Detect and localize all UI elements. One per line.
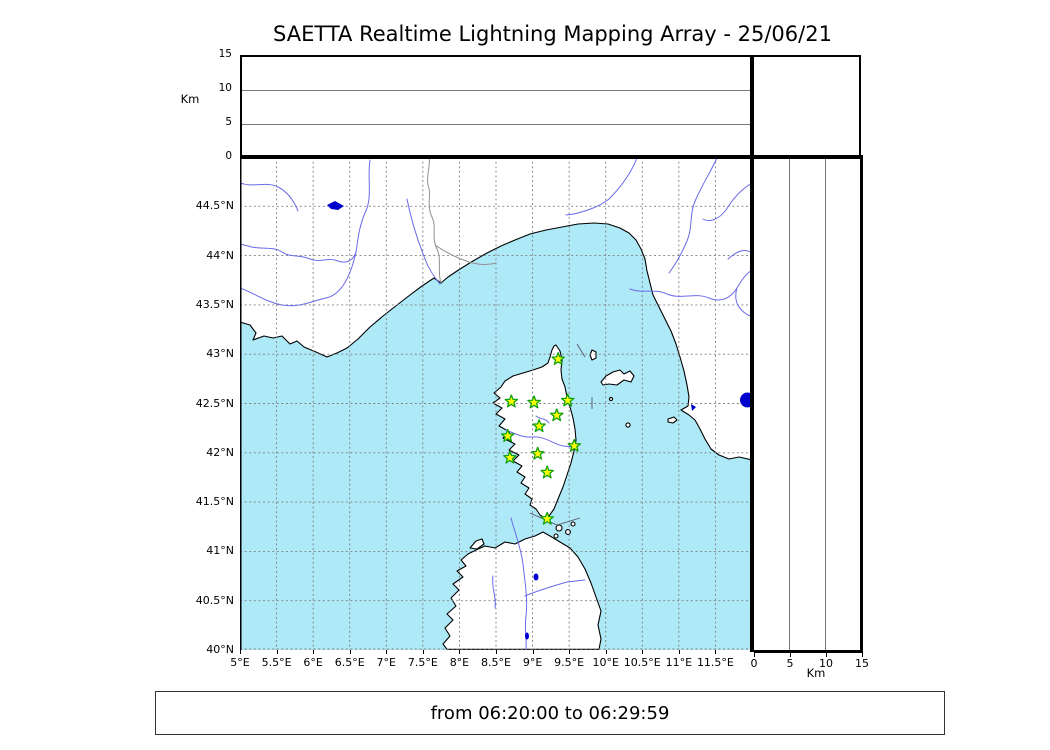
capraia-island — [589, 349, 597, 361]
lon-tick-label: 7.5°E — [407, 656, 438, 669]
sardinia-island — [442, 531, 602, 650]
altitude-gridline — [242, 123, 750, 125]
right-km-tick-mark — [826, 653, 827, 657]
altitude-latitude-panel — [754, 157, 863, 653]
small-island — [608, 396, 614, 402]
lat-tick-label: 40°N — [206, 643, 234, 656]
maddalena-island — [565, 529, 571, 535]
divider-vertical — [750, 55, 754, 652]
lakes — [327, 201, 752, 640]
lon-tick-mark — [313, 650, 315, 654]
right-panel-gridline — [789, 157, 791, 650]
lon-tick-mark — [459, 650, 461, 654]
right-km-tick-label: 0 — [750, 657, 758, 670]
lon-tick-label: 6.5°E — [334, 656, 365, 669]
lon-tick-mark — [386, 650, 388, 654]
lat-tick-label: 42.5°N — [195, 396, 234, 410]
right-km-tick-mark — [862, 653, 863, 657]
montecristo-island — [625, 422, 631, 428]
graticule — [240, 157, 752, 650]
time-range-text: from 06:20:00 to 06:29:59 — [430, 702, 670, 724]
corner-panel — [754, 55, 861, 157]
maddalena-island — [553, 533, 559, 539]
mainland-landmass — [240, 157, 752, 460]
right-panel-gridline — [824, 157, 826, 650]
lake-serre-poncon — [327, 201, 344, 210]
map-canvas — [240, 157, 752, 650]
lon-tick-label: 5°E — [230, 656, 250, 669]
altitude-gridline — [242, 90, 750, 92]
right-km-tick-mark — [754, 653, 755, 657]
time-range-box: from 06:20:00 to 06:29:59 — [155, 691, 945, 735]
asinara-island — [469, 538, 485, 550]
altitude-tick-label: 0 — [225, 150, 232, 162]
lon-tick-mark — [715, 650, 717, 654]
lon-tick-mark — [240, 650, 241, 654]
altitude-longitude-panel — [240, 55, 750, 157]
lat-tick-label: 41°N — [206, 544, 234, 558]
figure-title: SAETTA Realtime Lightning Mapping Array … — [273, 22, 832, 46]
right-km-tick-label: 15 — [855, 657, 869, 670]
lon-tick-mark — [642, 650, 644, 654]
maddalena-island — [570, 521, 576, 527]
lon-tick-label: 10.5°E — [623, 656, 661, 669]
lat-tick-label: 44°N — [206, 248, 234, 262]
lon-tick-label: 9.5°E — [554, 656, 585, 669]
maddalena-island — [555, 524, 563, 532]
right-km-tick-label: 10 — [819, 657, 833, 670]
lon-tick-label: 5.5°E — [261, 656, 292, 669]
lat-tick-label: 40.5°N — [195, 593, 234, 607]
country-borders — [427, 157, 497, 284]
lake-bolsena — [740, 392, 752, 408]
lon-tick-label: 8°E — [449, 656, 470, 669]
lon-tick-label: 7°E — [376, 656, 396, 669]
lon-tick-label: 8.5°E — [481, 656, 511, 669]
lon-tick-mark — [532, 650, 534, 654]
altitude-tick-label: 10 — [218, 82, 232, 94]
lon-tick-label: 11°E — [665, 656, 693, 669]
lon-tick-mark — [276, 650, 278, 654]
right-km-tick-mark — [790, 653, 791, 657]
lon-tick-label: 6°E — [303, 656, 323, 669]
elba-island — [600, 369, 635, 386]
divider-horizontal — [240, 155, 863, 159]
right-km-tick-label: 5 — [786, 657, 794, 670]
mainland-coastline — [240, 222, 752, 461]
lon-tick-label: 11.5°E — [696, 656, 734, 669]
altitude-axis-label: Km — [180, 92, 200, 106]
map-stray-lines — [529, 343, 593, 526]
lat-tick-label: 44.5°N — [195, 199, 234, 213]
lat-tick-label: 42°N — [206, 445, 234, 459]
lon-tick-label: 10°E — [592, 656, 619, 669]
pianosa-island — [667, 416, 678, 424]
lat-tick-label: 43.5°N — [195, 297, 234, 311]
lon-tick-label: 9°E — [522, 656, 543, 669]
lon-tick-mark — [569, 650, 571, 654]
altitude-tick-label: 15 — [218, 48, 232, 60]
lon-tick-mark — [496, 650, 497, 654]
lon-tick-mark — [678, 650, 680, 654]
corsica-island — [492, 344, 577, 520]
right-km-axis-label: Km — [806, 666, 826, 680]
lon-tick-mark — [422, 650, 424, 654]
lat-tick-label: 43°N — [206, 347, 234, 361]
lon-tick-mark — [349, 650, 351, 654]
altitude-tick-label: 5 — [225, 116, 232, 128]
lon-tick-mark — [605, 650, 607, 654]
lat-tick-label: 41.5°N — [195, 495, 234, 509]
